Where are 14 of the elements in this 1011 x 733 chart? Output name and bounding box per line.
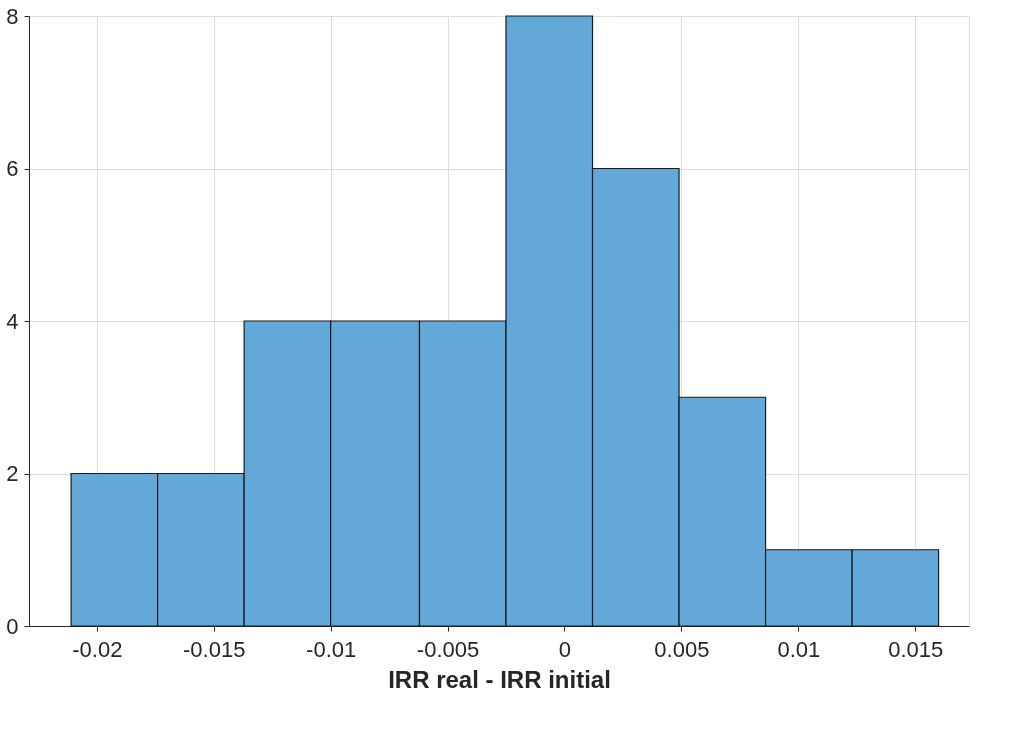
y-tick-label: 8 <box>6 3 19 29</box>
x-tick-label: 0.015 <box>888 636 944 662</box>
y-tick-label: 0 <box>6 613 19 639</box>
x-tick-label: -0.01 <box>306 636 357 662</box>
y-tick-label: 4 <box>6 308 19 334</box>
y-tick-label: 2 <box>6 461 19 486</box>
x-axis-title: IRR real - IRR initial <box>388 665 611 693</box>
x-tick-label: 0 <box>558 636 572 662</box>
x-tick-label: -0.005 <box>416 636 480 662</box>
x-tick-label: -0.015 <box>183 636 246 662</box>
y-tick-label: 6 <box>6 156 19 181</box>
x-tick-label: 0.005 <box>654 636 710 662</box>
x-tick-label: 0.01 <box>777 636 821 662</box>
x-tick-label: -0.02 <box>72 636 123 662</box>
